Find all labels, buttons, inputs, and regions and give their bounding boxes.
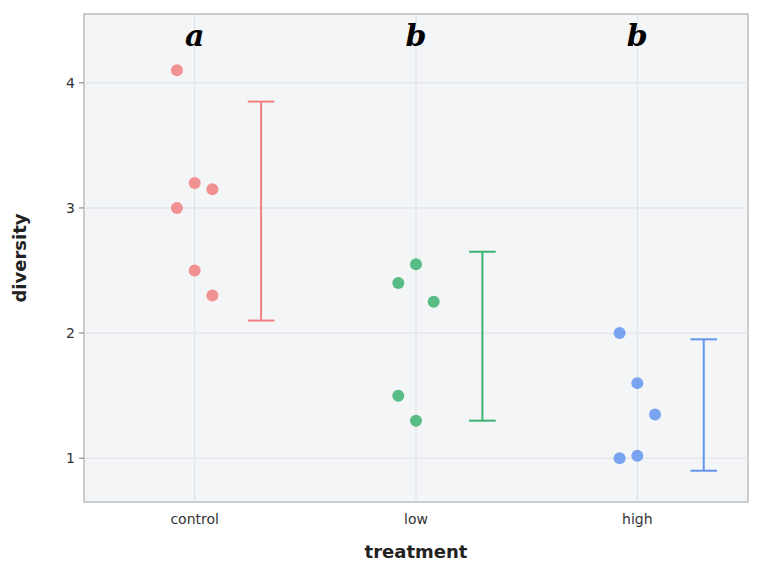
grid-line	[416, 14, 417, 502]
point	[392, 277, 404, 289]
tick-label: low	[404, 511, 428, 527]
chart: 1 2 3 4 control low high a b b treatment diversity	[0, 0, 768, 576]
point	[171, 202, 183, 214]
error-cap	[690, 338, 717, 340]
error-bar	[260, 102, 262, 321]
tick-label: 2	[66, 325, 75, 341]
x-axis-title: treatment	[365, 541, 468, 562]
tick-label: 3	[66, 200, 75, 216]
point	[206, 183, 218, 195]
tick-mark	[79, 207, 84, 208]
tick-label: high	[622, 511, 653, 527]
annotation: b	[627, 18, 648, 53]
error-cap	[469, 420, 496, 422]
point	[614, 452, 626, 464]
point	[206, 290, 218, 302]
tick-mark	[79, 458, 84, 459]
point	[189, 177, 201, 189]
grid-line	[194, 14, 195, 502]
tick-mark	[79, 82, 84, 83]
annotation: a	[185, 18, 204, 53]
error-cap	[469, 251, 496, 253]
error-cap	[248, 320, 275, 322]
error-bar	[703, 339, 705, 470]
chart-container: 1 2 3 4 control low high a b b treatment diversity	[0, 0, 768, 576]
error-cap	[690, 470, 717, 472]
error-cap	[248, 101, 275, 103]
point	[428, 296, 440, 308]
grid-line	[637, 14, 638, 502]
point	[189, 265, 201, 277]
point	[410, 258, 422, 270]
tick-label: 1	[66, 450, 75, 466]
point	[631, 377, 643, 389]
tick-label: 4	[66, 75, 75, 91]
point	[631, 450, 643, 462]
error-bar	[481, 252, 483, 421]
y-axis-title: diversity	[9, 213, 30, 302]
point	[410, 415, 422, 427]
plot-frame	[84, 14, 748, 502]
tick-mark	[79, 333, 84, 334]
point	[171, 64, 183, 76]
point	[649, 408, 661, 420]
point	[614, 327, 626, 339]
point	[392, 390, 404, 402]
tick-label: control	[170, 511, 219, 527]
annotation: b	[406, 18, 427, 53]
marks	[171, 64, 717, 470]
